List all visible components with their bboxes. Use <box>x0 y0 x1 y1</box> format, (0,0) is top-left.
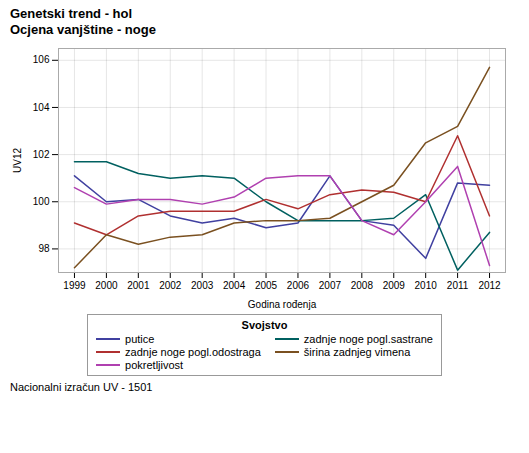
html-text:Nacionalni izračun UV - 1501: Nacionalni izračun UV - 1501 <box>10 381 153 393</box>
svg-text:100: 100 <box>33 196 50 207</box>
svg-text:2009: 2009 <box>383 280 406 291</box>
svg-text:2004: 2004 <box>223 280 246 291</box>
html-text:širina zadnjeg vimena: širina zadnjeg vimena <box>303 346 411 358</box>
svg-text:2003: 2003 <box>191 280 214 291</box>
svg-text:2002: 2002 <box>159 280 182 291</box>
html-text:Genetski trend - hol: Genetski trend - hol <box>10 6 133 21</box>
svg-text:2011: 2011 <box>447 280 469 291</box>
svg-text:2000: 2000 <box>95 280 118 291</box>
html-text:zadnje noge pogl.sastrane: zadnje noge pogl.sastrane <box>303 333 433 345</box>
svg-text:UV12: UV12 <box>12 148 23 173</box>
svg-text:2006: 2006 <box>287 280 310 291</box>
svg-text:102: 102 <box>33 149 50 160</box>
svg-text:2012: 2012 <box>478 280 501 291</box>
html-text:pokretljivost: pokretljivost <box>125 359 184 371</box>
svg-text:2005: 2005 <box>255 280 278 291</box>
html-text:Svojstvo: Svojstvo <box>241 319 288 331</box>
svg-text:2007: 2007 <box>319 280 342 291</box>
svg-text:2001: 2001 <box>127 280 150 291</box>
html-text:putice: putice <box>125 333 155 345</box>
svg-text:1999: 1999 <box>63 280 86 291</box>
svg-text:2008: 2008 <box>351 280 374 291</box>
svg-text:98: 98 <box>38 243 50 254</box>
html-text:Ocjena vanjštine - noge: Ocjena vanjštine - noge <box>10 22 156 37</box>
html-text:zadnje noge pogl.odostraga: zadnje noge pogl.odostraga <box>125 346 261 358</box>
svg-text:106: 106 <box>33 54 50 65</box>
svg-text:Godina rođenja: Godina rođenja <box>248 299 317 310</box>
svg-text:104: 104 <box>33 102 50 113</box>
svg-text:2010: 2010 <box>415 280 438 291</box>
